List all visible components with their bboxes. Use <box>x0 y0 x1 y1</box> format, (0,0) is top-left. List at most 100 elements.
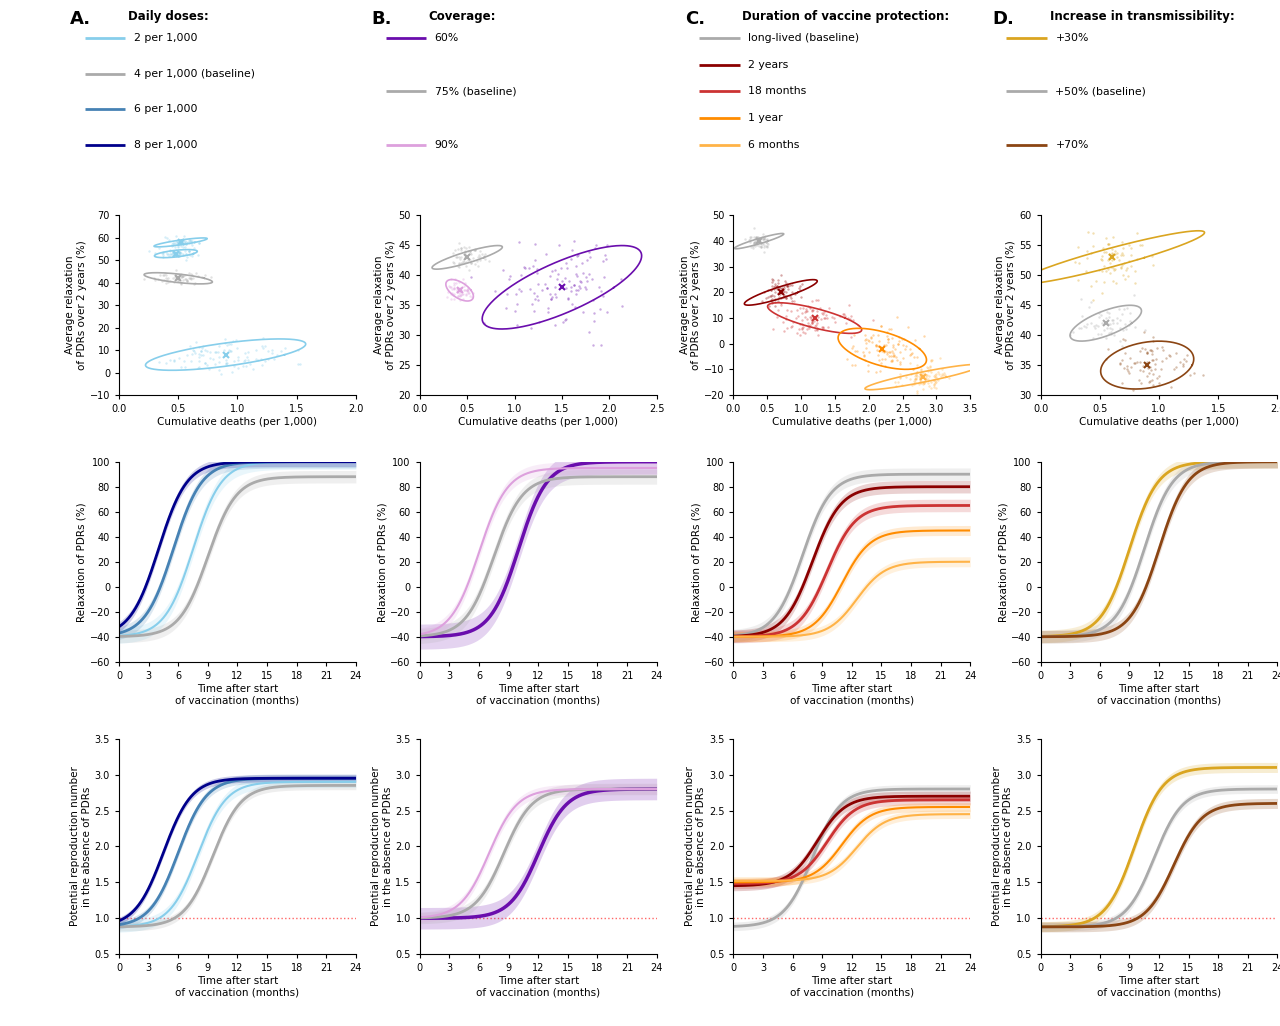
Point <box>788 279 809 295</box>
Point <box>801 311 822 327</box>
Point <box>925 380 946 396</box>
Point <box>740 234 760 250</box>
Point <box>837 310 858 326</box>
Point <box>1147 370 1167 387</box>
Point <box>443 254 463 271</box>
Point <box>755 234 776 250</box>
Point <box>928 364 948 381</box>
Point <box>163 235 183 251</box>
Point <box>795 309 815 325</box>
Point <box>867 342 887 358</box>
Point <box>906 383 927 399</box>
Point <box>164 245 184 262</box>
Point <box>790 278 810 294</box>
Point <box>145 244 165 261</box>
Point <box>172 234 192 250</box>
Point <box>216 352 237 368</box>
Point <box>1116 321 1137 338</box>
Point <box>454 246 475 263</box>
Point <box>575 279 595 295</box>
X-axis label: Time after start
of vaccination (months): Time after start of vaccination (months) <box>790 976 914 997</box>
Point <box>879 344 900 360</box>
Point <box>924 378 945 394</box>
Point <box>922 352 942 368</box>
Point <box>920 361 941 378</box>
Point <box>1096 230 1116 246</box>
Point <box>557 260 577 276</box>
Point <box>189 346 210 362</box>
Point <box>191 347 211 363</box>
Point <box>838 297 859 313</box>
Text: 4 per 1,000 (baseline): 4 per 1,000 (baseline) <box>133 69 255 79</box>
Point <box>596 304 617 320</box>
Point <box>460 243 480 260</box>
Point <box>803 313 823 329</box>
Y-axis label: Relaxation of PDRs (%): Relaxation of PDRs (%) <box>691 502 701 622</box>
Point <box>177 248 197 265</box>
Point <box>458 285 479 302</box>
Point <box>467 258 488 274</box>
Point <box>1070 291 1091 308</box>
Point <box>169 244 189 261</box>
Point <box>166 248 187 265</box>
Point <box>1093 240 1114 256</box>
Point <box>493 262 513 278</box>
Point <box>1098 245 1119 262</box>
Point <box>179 246 200 263</box>
Point <box>913 376 933 392</box>
Point <box>813 310 833 326</box>
Point <box>892 377 913 393</box>
Point <box>164 274 184 290</box>
Point <box>148 240 169 256</box>
X-axis label: Time after start
of vaccination (months): Time after start of vaccination (months) <box>175 976 300 997</box>
Point <box>1096 310 1116 326</box>
Point <box>906 367 927 384</box>
Point <box>1137 345 1157 361</box>
Point <box>777 280 797 297</box>
Point <box>876 338 896 354</box>
Point <box>520 281 540 298</box>
Point <box>1075 319 1096 336</box>
Point <box>576 251 596 268</box>
Point <box>1112 351 1133 367</box>
Point <box>847 317 868 333</box>
Point <box>451 286 471 303</box>
Point <box>172 269 192 285</box>
Point <box>182 233 202 249</box>
Y-axis label: Potential reproduction number
in the absence of PDRs: Potential reproduction number in the abs… <box>685 766 707 926</box>
Point <box>195 355 215 371</box>
Point <box>1100 236 1120 252</box>
Point <box>1101 259 1121 275</box>
Point <box>1110 247 1130 264</box>
Point <box>527 276 548 292</box>
Point <box>796 303 817 319</box>
Y-axis label: Average relaxation
of PDRs over 2 years (%): Average relaxation of PDRs over 2 years … <box>374 240 396 370</box>
Point <box>790 320 810 337</box>
Point <box>882 353 902 369</box>
Point <box>584 337 604 353</box>
Point <box>527 288 548 305</box>
Point <box>762 273 782 289</box>
Point <box>767 281 787 298</box>
Point <box>777 277 797 293</box>
Point <box>170 236 191 252</box>
Point <box>777 278 797 294</box>
Point <box>545 289 566 306</box>
Point <box>741 239 762 255</box>
Point <box>1069 320 1089 337</box>
Point <box>915 371 936 388</box>
Point <box>874 343 895 359</box>
Point <box>1137 354 1157 370</box>
Point <box>877 344 897 360</box>
Point <box>458 281 479 298</box>
Point <box>803 314 823 330</box>
Point <box>511 267 531 283</box>
Point <box>1074 318 1094 334</box>
Point <box>1121 240 1142 256</box>
Point <box>758 288 778 305</box>
Text: C.: C. <box>685 9 705 28</box>
Point <box>1114 240 1134 256</box>
Point <box>813 319 833 336</box>
Point <box>1124 355 1144 371</box>
Point <box>776 288 796 305</box>
